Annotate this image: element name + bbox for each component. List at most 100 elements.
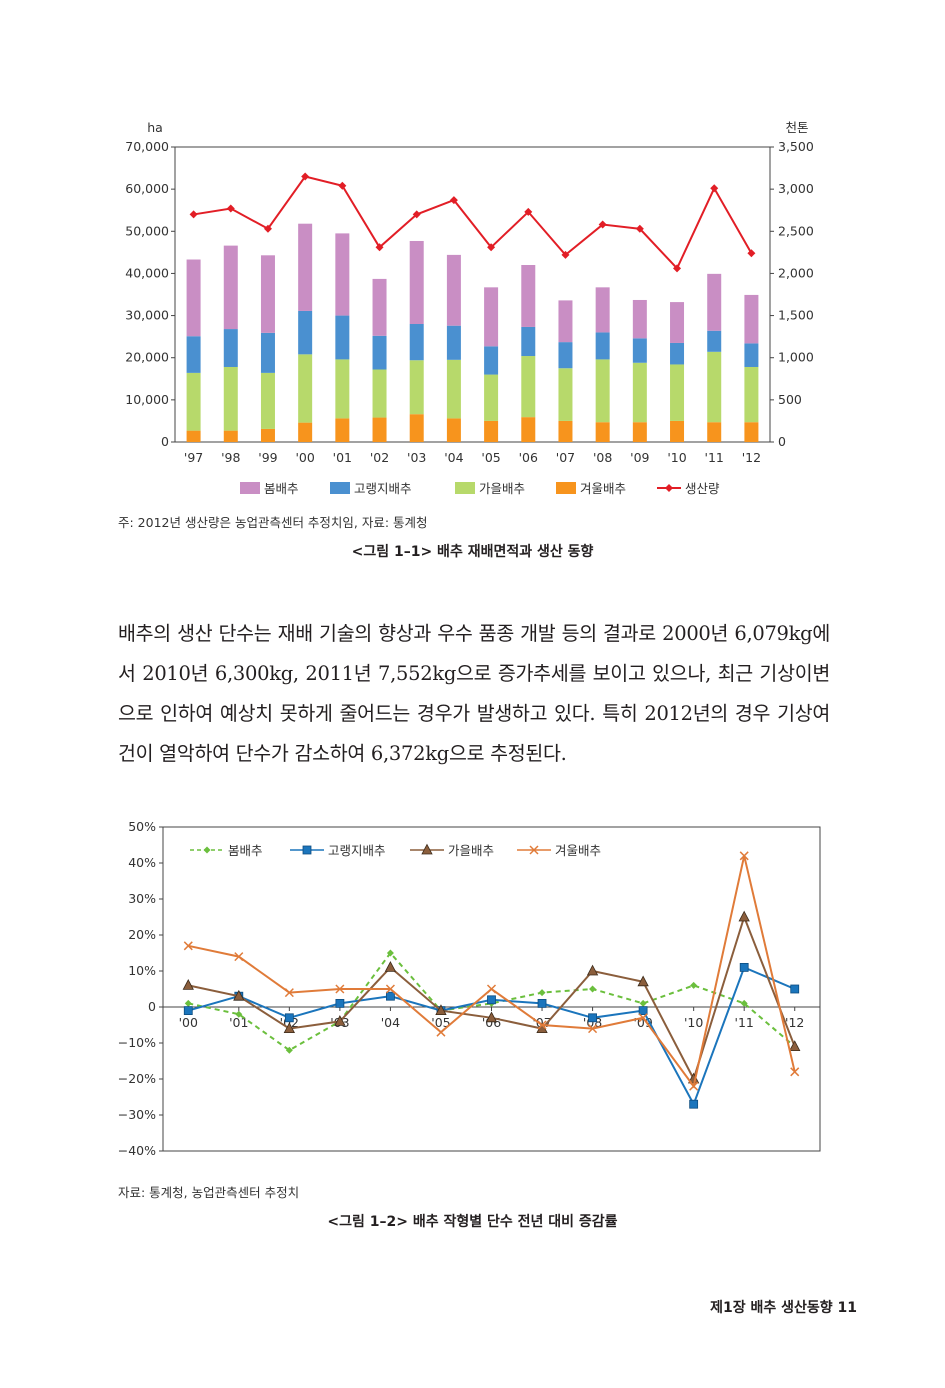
bar-segment [298, 354, 313, 423]
bar-segment [595, 287, 610, 333]
series-point [790, 1067, 800, 1077]
bar-segment [632, 299, 647, 339]
production-point [449, 196, 458, 205]
x-tick-label: '99 [258, 450, 277, 465]
x-tick-label: '10 [667, 450, 686, 465]
legend-label: 겨울배추 [580, 481, 626, 496]
left-tick-label: 40,000 [125, 265, 169, 280]
y-tick-label: 50% [128, 819, 156, 834]
x-tick-label: '01 [333, 450, 352, 465]
y-tick-label: 10% [128, 963, 156, 978]
series-point [335, 984, 345, 994]
production-point [747, 249, 756, 258]
series-point [739, 962, 749, 972]
series-point [740, 999, 748, 1007]
bar-segment [632, 338, 647, 363]
bar-segment [409, 324, 424, 361]
bar-segment [372, 335, 387, 370]
series-point-stroke [790, 1067, 800, 1077]
production-point [412, 210, 421, 219]
bar-segment [558, 342, 573, 369]
left-tick-label: 50,000 [125, 223, 169, 238]
legend-line-marker [665, 484, 673, 492]
series-point [335, 998, 345, 1008]
bar-segment [521, 356, 536, 418]
legend-swatch [330, 482, 350, 494]
x-tick-label: '02 [370, 450, 389, 465]
bar-segment [521, 265, 536, 327]
series-point [790, 984, 800, 994]
y-tick-label: 40% [128, 855, 156, 870]
bar-segment [744, 422, 759, 442]
series-point [589, 985, 597, 993]
bar-segment [335, 418, 350, 442]
left-tick-label: 30,000 [125, 308, 169, 323]
series-point [284, 1013, 294, 1023]
legend-marker [302, 845, 312, 855]
right-tick-label: 500 [778, 392, 802, 407]
x-tick-label: '98 [221, 450, 240, 465]
page-footer: 제1장 배추 생산동향 11 [710, 1300, 857, 1316]
legend-label: 봄배추 [228, 843, 263, 858]
series-point [588, 1013, 597, 1023]
series-point-stroke [234, 952, 244, 962]
bar-segment [744, 366, 759, 423]
series-point [435, 1004, 447, 1016]
bar-segment [260, 428, 275, 442]
x-tick-label: '04 [444, 450, 463, 465]
legend-marker [529, 845, 539, 855]
figure1-caption: <그림 1–1> 배추 재배면적과 생산 동향 [351, 544, 594, 560]
x-tick-label: '08 [593, 450, 612, 465]
bar-segment [223, 430, 238, 442]
plot-frame [162, 826, 821, 1152]
x-tick-label: '09 [630, 450, 649, 465]
series-point [235, 1010, 243, 1018]
legend-label: 봄배추 [264, 481, 299, 496]
right-tick-label: 1,500 [778, 308, 814, 323]
series-point [638, 1013, 648, 1023]
bar-segment [372, 278, 387, 336]
bar-segment [521, 326, 536, 357]
series-point [234, 952, 244, 962]
bar-segment [223, 366, 238, 431]
bar-segment [595, 332, 610, 360]
bar-segment [186, 336, 201, 373]
figure1-note: 주: 2012년 생산량은 농업관측센터 추정치임, 자료: 통계청 [118, 515, 428, 530]
series-point [486, 984, 497, 994]
x-tick-label: '03 [407, 450, 426, 465]
bar-segment [446, 418, 461, 442]
series-point [789, 1040, 801, 1052]
legend-marker [421, 843, 433, 855]
series-point [436, 1027, 446, 1037]
right-tick-label: 2,500 [778, 223, 814, 238]
bar-segment [670, 420, 685, 442]
body-paragraph: 배추의 생산 단수는 재배 기술의 향상과 우수 품종 개발 등의 결과로 20… [118, 622, 830, 765]
bar-segment [298, 223, 313, 311]
bar-segment [446, 325, 461, 360]
left-tick-label: 60,000 [125, 181, 169, 196]
bar-segment [707, 351, 722, 423]
series-point-stroke [284, 988, 294, 998]
bar-segment [446, 359, 461, 419]
series-point [588, 1024, 598, 1034]
bar-segment [707, 330, 722, 352]
bar-segment [744, 294, 759, 344]
legend-label: 생산량 [685, 481, 720, 496]
series-point-stroke [335, 984, 345, 994]
series-point [183, 1006, 193, 1016]
left-tick-label: 70,000 [125, 139, 169, 154]
bar-segment [670, 302, 685, 343]
series-point [538, 989, 546, 997]
series-point [386, 949, 394, 957]
right-tick-label: 2,000 [778, 265, 814, 280]
x-tick-label: '12 [785, 1015, 804, 1030]
x-tick-label: '05 [431, 1015, 450, 1030]
series-point [334, 1015, 346, 1026]
series-point [689, 1081, 699, 1091]
production-point [375, 243, 384, 252]
series-point [638, 1006, 648, 1016]
x-tick-label: '08 [583, 1015, 602, 1030]
series-point [739, 851, 749, 861]
production-point [189, 210, 198, 219]
bar-segment [707, 273, 722, 331]
